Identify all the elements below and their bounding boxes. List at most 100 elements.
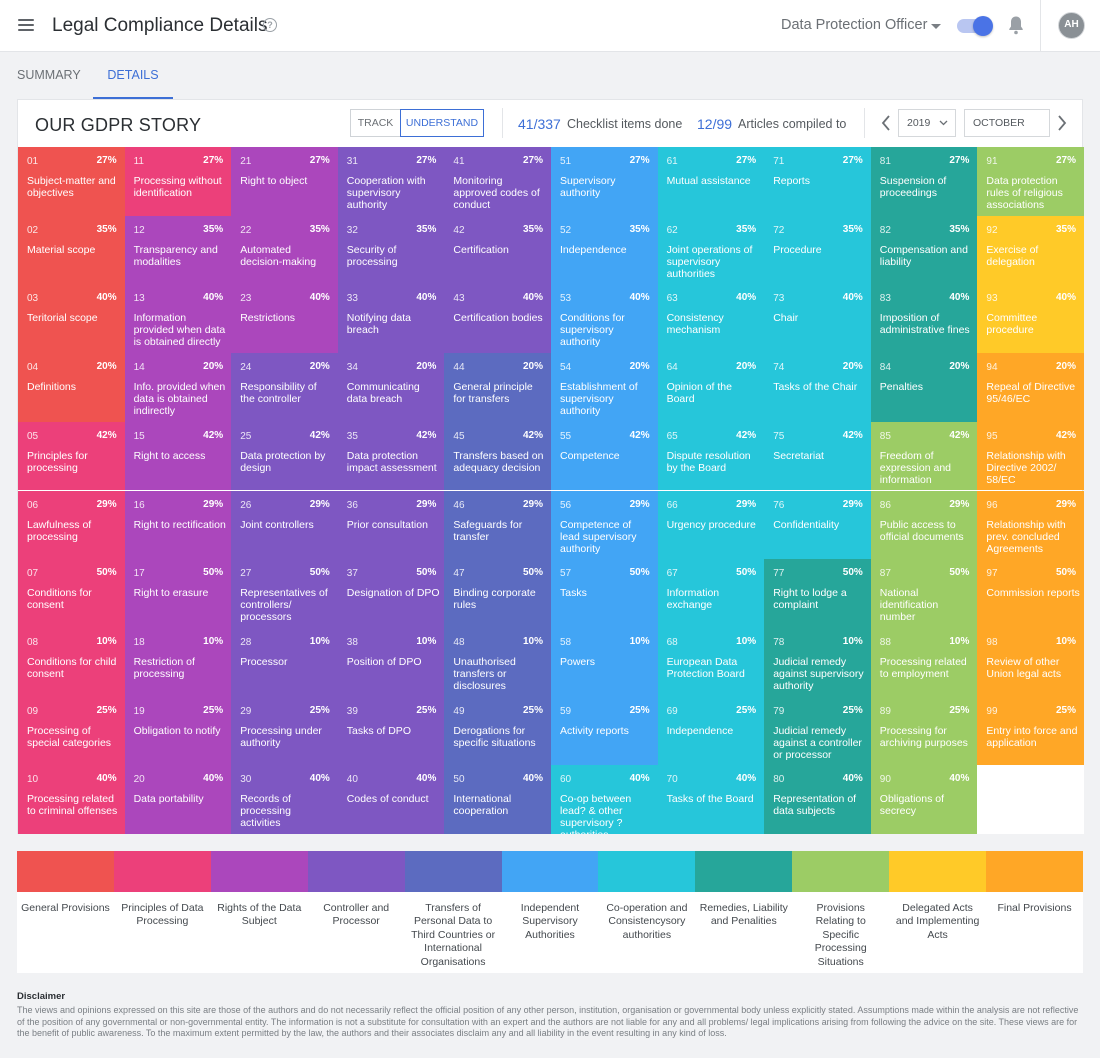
- article-cell[interactable]: 34 20% Communicating data breach: [337, 353, 445, 422]
- article-cell[interactable]: 19 25% Obligation to notify: [124, 696, 232, 766]
- understand-button[interactable]: UNDERSTAND: [400, 109, 484, 137]
- article-cell[interactable]: 05 42% Principles for processing: [18, 421, 125, 491]
- article-cell[interactable]: 61 27% Mutual assistance: [657, 147, 765, 216]
- article-cell[interactable]: 11 27% Processing without identification: [124, 147, 232, 216]
- article-cell[interactable]: 42 35% Certification: [444, 215, 551, 285]
- article-cell[interactable]: 52 35% Independence: [551, 215, 658, 285]
- article-cell[interactable]: 75 42% Secretariat: [764, 421, 871, 491]
- tab-summary[interactable]: SUMMARY: [17, 68, 81, 82]
- caret-down-icon[interactable]: [931, 24, 941, 29]
- article-cell[interactable]: 28 10% Processor: [231, 627, 338, 697]
- article-cell[interactable]: 24 20% Responsibility of the controller: [231, 353, 338, 422]
- article-cell[interactable]: 76 29% Confidentiality: [764, 490, 871, 560]
- article-cell[interactable]: 71 27% Reports: [764, 147, 871, 216]
- article-cell[interactable]: 30 40% Records of processing activities: [231, 765, 338, 834]
- article-cell[interactable]: 86 29% Public access to official documents: [870, 490, 978, 560]
- article-cell[interactable]: 37 50% Designation of DPO: [337, 559, 445, 628]
- chevron-left-icon[interactable]: [879, 114, 893, 132]
- article-cell[interactable]: 26 29% Joint controllers: [231, 490, 338, 560]
- legend-swatch[interactable]: [695, 851, 793, 892]
- article-cell[interactable]: 16 29% Right to rectification: [124, 490, 232, 560]
- article-cell[interactable]: 13 40% Information provided when data is o…: [124, 284, 232, 354]
- article-cell[interactable]: 27 50% Representatives of controllers/ pro…: [231, 559, 338, 628]
- article-cell[interactable]: 65 42% Dispute resolution by the Board: [657, 421, 765, 491]
- article-cell[interactable]: 25 42% Data protection by design: [231, 421, 338, 491]
- article-cell[interactable]: 73 40% Chair: [764, 284, 871, 354]
- role-select[interactable]: Data Protection Officer: [781, 17, 928, 33]
- article-cell[interactable]: 32 35% Security of processing: [337, 215, 445, 285]
- article-cell[interactable]: 88 10% Processing related to employment: [870, 627, 978, 697]
- article-cell[interactable]: 46 29% Safeguards for transfer: [444, 490, 551, 560]
- article-cell[interactable]: 74 20% Tasks of the Chair: [764, 353, 871, 422]
- legend-swatch[interactable]: [501, 851, 599, 892]
- article-cell[interactable]: 01 27% Subject-matter and objectives: [18, 147, 125, 216]
- article-cell[interactable]: 95 42% Relationship with Directive 2002/ 5…: [977, 421, 1084, 491]
- article-cell[interactable]: 20 40% Data portability: [124, 765, 232, 834]
- article-cell[interactable]: 12 35% Transparency and modalities: [124, 215, 232, 285]
- article-cell[interactable]: 45 42% Transfers based on adequacy decisio…: [444, 421, 551, 491]
- article-cell[interactable]: 98 10% Review of other Union legal acts: [977, 627, 1084, 697]
- article-cell[interactable]: 67 50% Information exchange: [657, 559, 765, 628]
- article-cell[interactable]: 64 20% Opinion of the Board: [657, 353, 765, 422]
- hamburger-menu-icon[interactable]: [18, 19, 34, 31]
- legend-swatch[interactable]: [792, 851, 890, 892]
- article-cell[interactable]: 90 40% Obligations of secrecy: [870, 765, 978, 834]
- legend-swatch[interactable]: [113, 851, 211, 892]
- legend-swatch[interactable]: [210, 851, 308, 892]
- article-cell[interactable]: 82 35% Compensation and liability: [870, 215, 978, 285]
- article-cell[interactable]: 39 25% Tasks of DPO: [337, 696, 445, 766]
- article-cell[interactable]: 35 42% Data protection impact assessment: [337, 421, 445, 491]
- article-cell[interactable]: 51 27% Supervisory authority: [551, 147, 658, 216]
- article-cell[interactable]: 85 42% Freedom of expression and informati…: [870, 421, 978, 491]
- mode-toggle[interactable]: [957, 16, 993, 36]
- article-cell[interactable]: 70 40% Tasks of the Board: [657, 765, 765, 834]
- legend-swatch[interactable]: [17, 851, 114, 892]
- legend-swatch[interactable]: [598, 851, 696, 892]
- article-cell[interactable]: 47 50% Binding corporate rules: [444, 559, 551, 628]
- article-cell[interactable]: 43 40% Certification bodies: [444, 284, 551, 354]
- article-cell[interactable]: 08 10% Conditions for child consent: [18, 627, 125, 697]
- article-cell[interactable]: 18 10% Restriction of processing: [124, 627, 232, 697]
- article-cell[interactable]: 15 42% Right to access: [124, 421, 232, 491]
- year-select[interactable]: 2019: [898, 109, 956, 137]
- article-cell[interactable]: 21 27% Right to object: [231, 147, 338, 216]
- article-cell[interactable]: 83 40% Imposition of administrative fines: [870, 284, 978, 354]
- article-cell[interactable]: 31 27% Cooperation with supervisory author…: [337, 147, 445, 216]
- article-cell[interactable]: 58 10% Powers: [551, 627, 658, 697]
- article-cell[interactable]: 41 27% Monitoring approved codes of conduc…: [444, 147, 551, 216]
- article-cell[interactable]: 04 20% Definitions: [18, 353, 125, 422]
- article-cell[interactable]: 55 42% Competence: [551, 421, 658, 491]
- article-cell[interactable]: 62 35% Joint operations of supervisory aut…: [657, 215, 765, 285]
- article-cell[interactable]: 66 29% Urgency procedure: [657, 490, 765, 560]
- article-cell[interactable]: 44 20% General principle for transfers: [444, 353, 551, 422]
- article-cell[interactable]: 63 40% Consistency mechanism: [657, 284, 765, 354]
- legend-swatch[interactable]: [307, 851, 405, 892]
- article-cell[interactable]: 33 40% Notifying data breach: [337, 284, 445, 354]
- article-cell[interactable]: 59 25% Activity reports: [551, 696, 658, 766]
- legend-swatch[interactable]: [889, 851, 987, 892]
- legend-swatch[interactable]: [986, 851, 1083, 892]
- article-cell[interactable]: 56 29% Competence of lead supervisory auth…: [551, 490, 658, 560]
- article-cell[interactable]: 50 40% International cooperation: [444, 765, 551, 834]
- article-cell[interactable]: 49 25% Derogations for specific situations: [444, 696, 551, 766]
- article-cell[interactable]: 91 27% Data protection rules of religious …: [977, 147, 1084, 216]
- article-cell[interactable]: 93 40% Committee procedure: [977, 284, 1084, 354]
- article-cell[interactable]: 78 10% Judicial remedy against supervisory…: [764, 627, 871, 697]
- chevron-right-icon[interactable]: [1055, 114, 1069, 132]
- article-cell[interactable]: 22 35% Automated decision-making: [231, 215, 338, 285]
- article-cell[interactable]: 09 25% Processing of special categories: [18, 696, 125, 766]
- article-cell[interactable]: 94 20% Repeal of Directive 95/46/EC: [977, 353, 1084, 422]
- article-cell[interactable]: 68 10% European Data Protection Board: [657, 627, 765, 697]
- article-cell[interactable]: 40 40% Codes of conduct: [337, 765, 445, 834]
- article-cell[interactable]: 48 10% Unauthorised transfers or disclosur…: [444, 627, 551, 697]
- article-cell[interactable]: 23 40% Restrictions: [231, 284, 338, 354]
- article-cell[interactable]: 29 25% Processing under authority: [231, 696, 338, 766]
- track-button[interactable]: TRACK: [350, 109, 400, 137]
- article-cell[interactable]: 79 25% Judicial remedy against a controlle…: [764, 696, 871, 766]
- article-cell[interactable]: 36 29% Prior consultation: [337, 490, 445, 560]
- article-cell[interactable]: 06 29% Lawfulness of processing: [18, 490, 125, 560]
- article-cell[interactable]: 87 50% National identification number: [870, 559, 978, 628]
- article-cell[interactable]: 07 50% Conditions for consent: [18, 559, 125, 628]
- article-cell[interactable]: 81 27% Suspension of proceedings: [870, 147, 978, 216]
- help-icon[interactable]: ?: [263, 18, 277, 32]
